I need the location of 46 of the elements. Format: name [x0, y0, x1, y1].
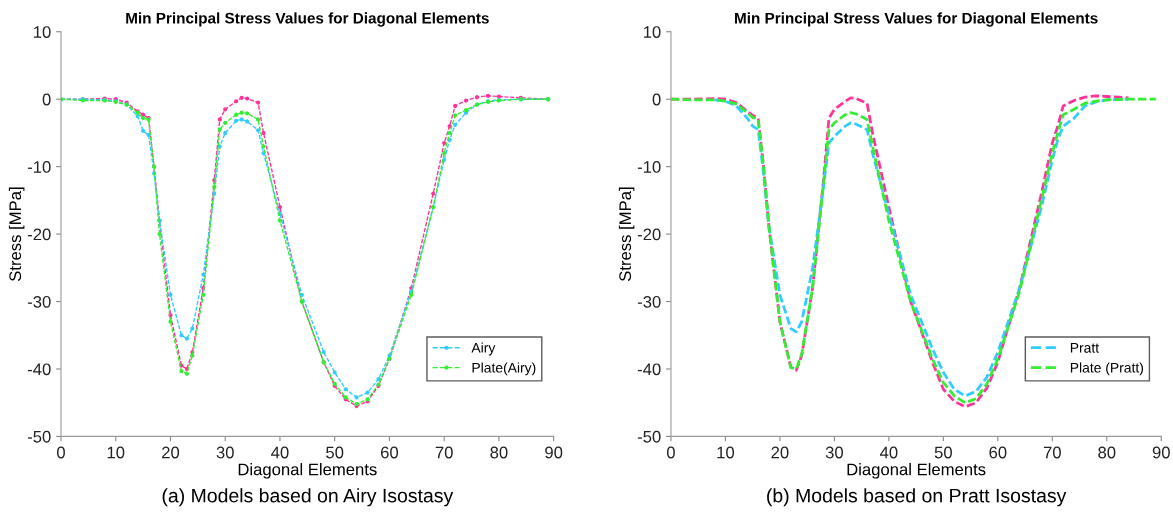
y-tick-label: -40: [27, 363, 51, 376]
x-tick-label: 80: [490, 446, 508, 459]
y-tick-label: -30: [637, 295, 661, 308]
x-tick-label: 70: [1043, 446, 1061, 459]
y-tick-label: -20: [637, 228, 661, 241]
chart-title: Min Principal Stress Values for Diagonal Elements: [126, 12, 489, 27]
x-tick-label: 50: [326, 446, 344, 459]
x-tick-label: 10: [107, 446, 125, 459]
x-tick-label: 70: [435, 446, 453, 459]
x-tick-label: 60: [381, 446, 399, 459]
x-tick-label: 30: [825, 446, 844, 459]
y-axis-title: Stress [MPa]: [618, 187, 635, 282]
y-tick-label: 10: [34, 26, 51, 38]
y-tick-label: 10: [643, 26, 661, 38]
x-tick-label: 40: [879, 446, 898, 459]
x-tick-label: 60: [989, 446, 1007, 459]
legend-label: Plate (Pratt): [1070, 362, 1144, 376]
y-tick-label: 0: [652, 93, 661, 106]
x-axis-title: Diagonal Elements: [238, 463, 377, 479]
text: (a) Models based on Airy Isostasy: [162, 488, 454, 507]
y-tick-label: -10: [637, 161, 661, 173]
y-tick-label: -50: [27, 430, 51, 443]
text: (b) Models based on Pratt Isostasy: [767, 488, 1067, 507]
legend-label: Airy: [471, 342, 496, 356]
y-tick-label: -20: [27, 228, 51, 241]
x-tick-label: 20: [771, 446, 789, 459]
x-tick-label: 40: [271, 446, 289, 459]
legend-label: Pratt: [1070, 343, 1099, 353]
x-tick-label: 30: [216, 446, 234, 459]
x-tick-label: 0: [57, 446, 65, 459]
x-tick-label: 80: [1098, 446, 1116, 459]
y-tick-label: -50: [637, 430, 661, 443]
y-axis-title: Stress [MPa]: [8, 187, 25, 282]
y-tick-label: -10: [27, 161, 51, 173]
legend-label: Plate(Airy): [472, 362, 536, 376]
y-tick-label: -30: [27, 295, 51, 308]
y-tick-label: 0: [42, 93, 51, 106]
x-axis-title: Diagonal Elements: [847, 463, 986, 479]
x-tick-label: 20: [162, 446, 180, 459]
x-tick-label: 90: [1152, 446, 1170, 459]
x-tick-label: 50: [934, 446, 952, 459]
x-tick-label: 90: [545, 446, 563, 459]
x-tick-label: 0: [666, 446, 675, 459]
x-tick-label: 10: [717, 446, 735, 459]
y-tick-label: -40: [637, 363, 661, 376]
chart-title: Min Principal Stress Values for Diagonal Elements: [735, 12, 1098, 27]
